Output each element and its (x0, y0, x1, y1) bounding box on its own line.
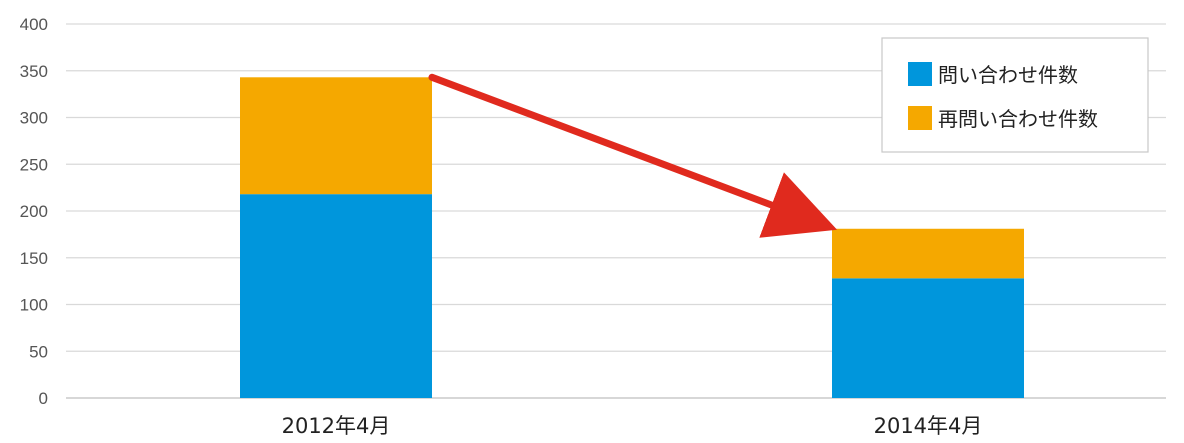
y-tick-label-250: 250 (20, 155, 48, 174)
x-axis-labels: 2012年4月 2014年4月 (282, 414, 983, 438)
y-axis-ticks: 0 50 100 150 200 250 300 350 400 (20, 15, 48, 408)
legend-swatch-1 (908, 62, 932, 86)
legend-box (881, 37, 1149, 153)
trend-arrow (428, 73, 838, 238)
y-tick-label-350: 350 (20, 62, 48, 81)
legend-label-2: 再問い合わせ件数 (938, 107, 1098, 131)
bar-repeat-inquiries-1 (240, 77, 432, 195)
y-tick-label-200: 200 (20, 202, 48, 221)
x-tick-label-1: 2012年4月 (282, 414, 391, 438)
bar-repeat-inquiries-2 (832, 228, 1024, 279)
y-tick-label-150: 150 (20, 249, 48, 268)
y-tick-label-100: 100 (20, 296, 48, 315)
trend-arrow-line (428, 73, 838, 238)
legend-label-1: 問い合わせ件数 (938, 63, 1078, 87)
y-tick-label-0: 0 (39, 389, 48, 408)
bar-inquiries-1 (240, 194, 432, 398)
y-tick-label-50: 50 (29, 342, 48, 361)
y-tick-label-400: 400 (20, 15, 48, 34)
bar-inquiries-2 (832, 278, 1024, 398)
legend-swatch-2 (908, 106, 932, 130)
y-tick-label-300: 300 (20, 109, 48, 128)
x-tick-label-2: 2014年4月 (874, 414, 983, 438)
bars (240, 77, 1024, 398)
